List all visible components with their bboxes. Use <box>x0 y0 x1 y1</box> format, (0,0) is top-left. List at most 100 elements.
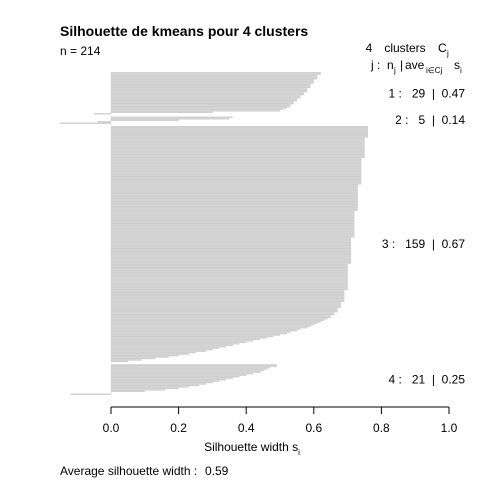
silhouette-bar-c3-161 <box>110 360 129 363</box>
silhouette-bar-c3-147 <box>110 340 254 342</box>
silhouette-bar-c3-135 <box>110 322 318 324</box>
silhouette-bar-c3-128 <box>110 312 335 314</box>
silhouette-bar-c1-20 <box>110 99 298 102</box>
silhouette-bar-c3-84 <box>110 247 352 250</box>
silhouette-bar-c3-111 <box>110 287 348 289</box>
silhouette-bar-c3-150 <box>110 344 233 346</box>
silhouette-bar-c3-78 <box>110 238 352 241</box>
silhouette-bar-c3-126 <box>110 309 338 311</box>
silhouette-bar-c3-76 <box>110 236 355 238</box>
silhouette-bar-c3-108 <box>110 283 348 285</box>
silhouette-bar-c3-95 <box>110 263 348 266</box>
silhouette-bar-c1-4 <box>110 76 318 78</box>
silhouette-bar-c3-64 <box>110 218 355 220</box>
silhouette-bar-c3-9 <box>110 137 365 140</box>
silhouette-bar-c3-58 <box>110 209 358 211</box>
silhouette-bar-c1-3 <box>110 75 318 77</box>
silhouette-bar-c3-1 <box>110 125 369 128</box>
silhouette-bar-c3-34 <box>110 174 362 176</box>
silhouette-bar-c3-123 <box>110 305 341 307</box>
silhouette-bar-c3-93 <box>110 261 352 263</box>
silhouette-bar-c3-45 <box>110 190 358 192</box>
silhouette-bar-c1-25 <box>110 107 287 109</box>
silhouette-bar-c4-5 <box>110 370 264 372</box>
silhouette-bar-c3-127 <box>110 310 338 313</box>
chart-title: Silhouette de kmeans pour 4 clusters <box>60 23 308 39</box>
silhouette-bar-c3-90 <box>110 256 352 258</box>
silhouette-bar-c3-116 <box>110 294 345 297</box>
x-axis: 0.0 0.2 0.4 0.6 0.8 1.0 <box>103 406 458 435</box>
silhouette-bar-c3-152 <box>110 347 220 349</box>
silhouette-bar-c1-13 <box>110 89 308 91</box>
silhouette-bar-c3-88 <box>110 253 352 255</box>
silhouette-bar-c1-8 <box>110 82 314 84</box>
silhouette-bar-c3-39 <box>110 181 362 184</box>
silhouette-bar-c3-35 <box>110 175 362 178</box>
silhouette-bar-c3-49 <box>110 196 358 198</box>
x-tick-label-0.0: 0.0 <box>103 421 120 435</box>
silhouette-bar-c3-99 <box>110 269 348 272</box>
silhouette-bar-c1-11 <box>110 86 311 89</box>
silhouette-bar-c3-112 <box>110 288 348 291</box>
silhouette-bar-c4-4 <box>110 368 267 370</box>
silhouette-bar-c3-125 <box>110 307 338 310</box>
silhouette-bar-c3-122 <box>110 303 341 305</box>
silhouette-bar-c3-137 <box>110 325 311 327</box>
x-tick-label-0.6: 0.6 <box>305 421 322 435</box>
silhouette-bar-c3-79 <box>110 240 352 242</box>
silhouette-bar-c3-47 <box>110 193 358 195</box>
silhouette-bar-c3-83 <box>110 246 352 248</box>
average-silhouette-value: 0.59 <box>205 464 229 478</box>
silhouette-bar-c1-7 <box>110 80 314 83</box>
silhouette-bar-c3-115 <box>110 293 345 295</box>
header-bar: | <box>400 58 403 72</box>
silhouette-bar-c1-9 <box>110 83 311 86</box>
x-tick-label-0.8: 0.8 <box>373 421 390 435</box>
silhouette-bar-c3-7 <box>110 134 369 137</box>
silhouette-bar-c3-17 <box>110 149 365 151</box>
silhouette-bar-c4-1 <box>110 364 277 366</box>
silhouette-bar-c3-119 <box>110 299 345 301</box>
silhouette-bar-c3-81 <box>110 243 352 245</box>
silhouette-bar-c3-33 <box>110 172 362 175</box>
silhouette-bar-c3-155 <box>110 352 196 354</box>
silhouette-bar-c3-105 <box>110 278 348 280</box>
header-clusters-word: clusters <box>384 41 425 55</box>
header-nj: nj <box>387 58 396 75</box>
header-j: j: <box>370 58 380 72</box>
silhouette-bar-c3-154 <box>110 350 206 352</box>
silhouette-bar-c4-16 <box>110 386 189 388</box>
silhouette-bar-c3-44 <box>110 189 358 191</box>
silhouette-bar-c3-25 <box>110 161 362 163</box>
silhouette-bar-c3-41 <box>110 184 358 186</box>
silhouette-bar-c4-19 <box>110 390 145 392</box>
silhouette-bar-c3-157 <box>110 354 179 357</box>
silhouette-bar-c3-29 <box>110 167 362 169</box>
silhouette-bar-c3-145 <box>110 337 267 339</box>
silhouette-bar-c3-156 <box>110 353 189 355</box>
silhouette-bar-c3-102 <box>110 274 348 276</box>
silhouette-bar-c1-19 <box>110 98 298 100</box>
cluster-3-summary: 3 : 159 | 0.67 <box>382 237 466 251</box>
silhouette-bar-c3-139 <box>110 328 301 330</box>
silhouette-bar-c3-101 <box>110 272 348 275</box>
silhouette-bar-c3-31 <box>110 170 362 172</box>
silhouette-bar-c3-73 <box>110 231 355 233</box>
silhouette-bar-c3-117 <box>110 296 345 298</box>
silhouette-bar-c1-10 <box>110 85 311 87</box>
x-tick-label-0.2: 0.2 <box>170 421 187 435</box>
silhouette-bar-c1-16 <box>110 94 304 96</box>
silhouette-bar-c3-153 <box>110 349 213 351</box>
silhouette-bar-c3-72 <box>110 230 355 232</box>
silhouette-bar-c3-104 <box>110 277 348 279</box>
silhouette-bar-c3-129 <box>110 313 335 316</box>
silhouette-bar-c1-27 <box>110 110 281 112</box>
silhouette-bar-c3-54 <box>110 203 358 206</box>
silhouette-bar-c4-9 <box>110 376 240 378</box>
silhouette-bar-c3-98 <box>110 268 348 270</box>
silhouette-bar-c3-97 <box>110 266 348 269</box>
silhouette-bar-c3-42 <box>110 186 358 188</box>
silhouette-bar-c3-75 <box>110 234 355 236</box>
silhouette-bar-c1-12 <box>110 88 308 90</box>
